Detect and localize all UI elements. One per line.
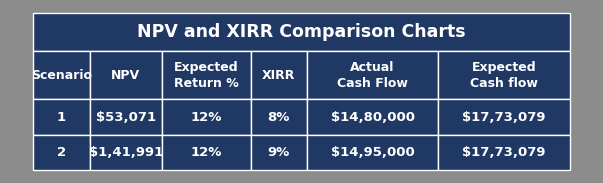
Text: 2: 2 bbox=[57, 146, 66, 159]
Text: Expected
Return %: Expected Return % bbox=[174, 61, 239, 90]
Bar bbox=[89, 51, 162, 99]
Text: 12%: 12% bbox=[191, 111, 222, 124]
Text: XIRR: XIRR bbox=[262, 69, 295, 82]
Bar bbox=[33, 51, 89, 99]
Text: $17,73,079: $17,73,079 bbox=[463, 111, 546, 124]
Bar bbox=[33, 13, 570, 51]
Bar bbox=[162, 51, 250, 99]
Bar bbox=[438, 51, 570, 99]
Bar bbox=[33, 99, 89, 135]
Text: 12%: 12% bbox=[191, 146, 222, 159]
Bar bbox=[89, 99, 162, 135]
Bar bbox=[250, 51, 307, 99]
Bar bbox=[250, 99, 307, 135]
Text: Expected
Cash flow: Expected Cash flow bbox=[470, 61, 538, 90]
Text: $53,071: $53,071 bbox=[96, 111, 156, 124]
Bar bbox=[307, 51, 438, 99]
Text: Actual
Cash Flow: Actual Cash Flow bbox=[337, 61, 408, 90]
Text: $17,73,079: $17,73,079 bbox=[463, 146, 546, 159]
Bar bbox=[307, 135, 438, 170]
Text: $14,95,000: $14,95,000 bbox=[330, 146, 414, 159]
Text: $1,41,991: $1,41,991 bbox=[89, 146, 163, 159]
Bar bbox=[250, 135, 307, 170]
Text: Scenario: Scenario bbox=[31, 69, 92, 82]
Bar bbox=[438, 135, 570, 170]
Text: 1: 1 bbox=[57, 111, 66, 124]
Bar bbox=[33, 135, 89, 170]
Text: 8%: 8% bbox=[268, 111, 290, 124]
Text: $14,80,000: $14,80,000 bbox=[330, 111, 415, 124]
Bar bbox=[89, 135, 162, 170]
Bar bbox=[307, 99, 438, 135]
Text: 9%: 9% bbox=[268, 146, 290, 159]
Text: NPV: NPV bbox=[111, 69, 140, 82]
Bar bbox=[438, 99, 570, 135]
Bar bbox=[162, 135, 250, 170]
Bar bbox=[162, 99, 250, 135]
Text: NPV and XIRR Comparison Charts: NPV and XIRR Comparison Charts bbox=[137, 23, 466, 41]
